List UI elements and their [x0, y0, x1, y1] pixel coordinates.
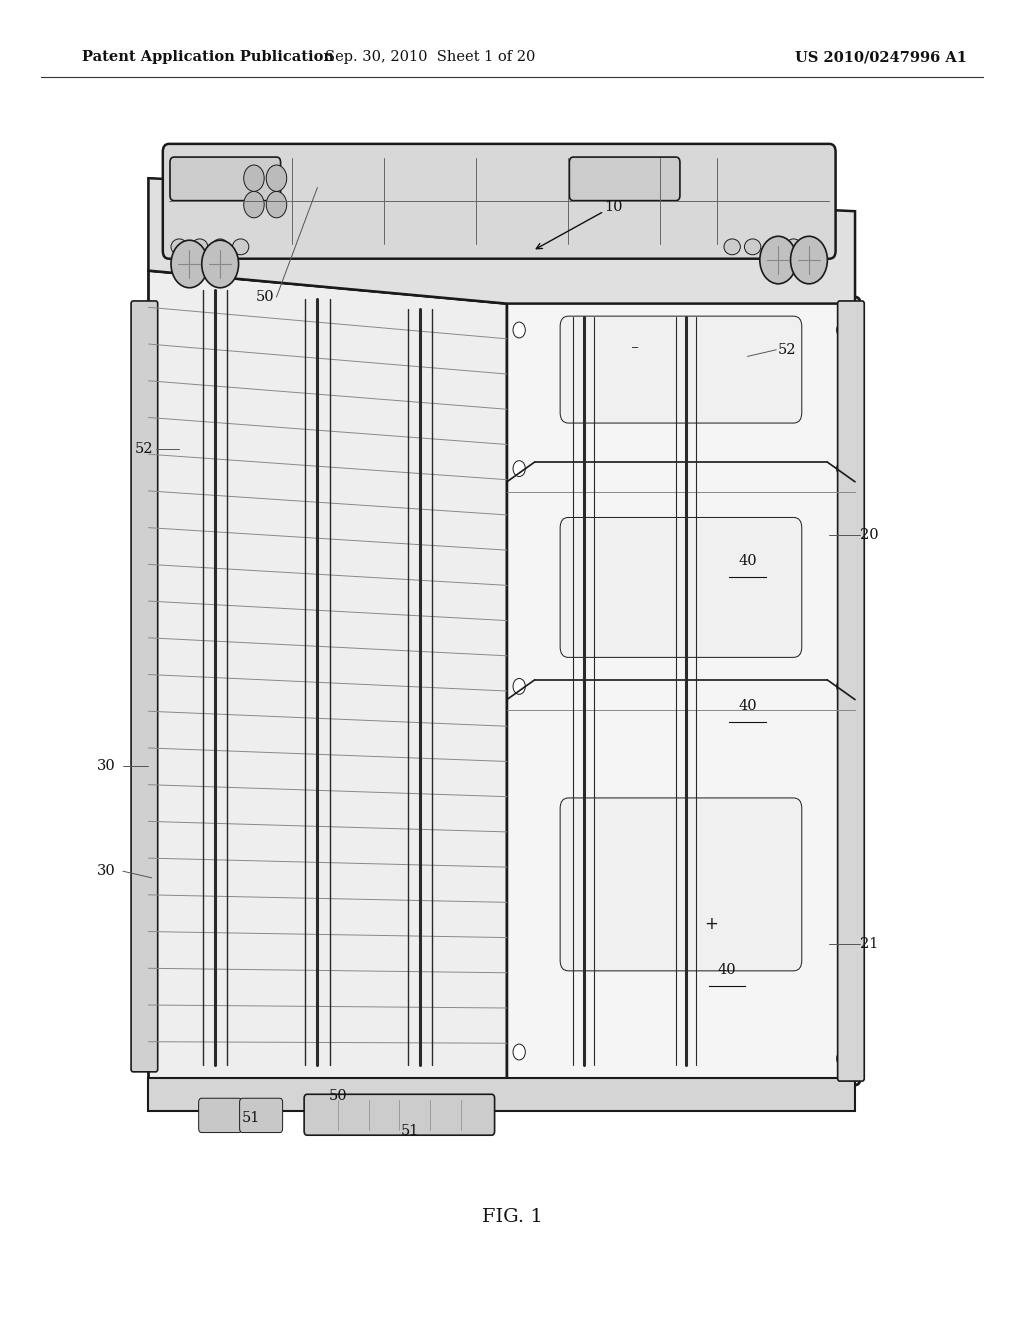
FancyBboxPatch shape	[419, 1098, 462, 1133]
Circle shape	[760, 236, 797, 284]
Circle shape	[513, 1044, 525, 1060]
Text: +: +	[705, 915, 719, 933]
Polygon shape	[148, 178, 507, 304]
Circle shape	[513, 461, 525, 477]
Circle shape	[838, 677, 852, 696]
Circle shape	[838, 677, 852, 696]
Text: 30: 30	[97, 759, 116, 772]
Circle shape	[838, 459, 852, 478]
Ellipse shape	[232, 239, 249, 255]
Text: 40: 40	[718, 964, 736, 977]
FancyBboxPatch shape	[304, 1094, 495, 1135]
Text: 20: 20	[860, 528, 879, 541]
Circle shape	[837, 1051, 849, 1067]
FancyBboxPatch shape	[327, 1098, 370, 1133]
Text: 51: 51	[242, 1111, 260, 1125]
Text: 40: 40	[738, 554, 757, 568]
FancyBboxPatch shape	[163, 144, 836, 259]
Text: 50: 50	[256, 290, 274, 304]
Circle shape	[244, 191, 264, 218]
Ellipse shape	[724, 239, 740, 255]
Circle shape	[837, 461, 849, 477]
Polygon shape	[148, 178, 855, 304]
FancyBboxPatch shape	[560, 317, 802, 422]
FancyBboxPatch shape	[502, 297, 860, 1085]
Text: 40: 40	[738, 700, 757, 713]
Circle shape	[791, 236, 827, 284]
FancyBboxPatch shape	[131, 301, 158, 1072]
Circle shape	[266, 191, 287, 218]
Circle shape	[838, 459, 852, 478]
Ellipse shape	[191, 239, 208, 255]
Circle shape	[266, 165, 287, 191]
FancyBboxPatch shape	[569, 157, 680, 201]
Text: 52: 52	[135, 442, 154, 455]
FancyBboxPatch shape	[838, 301, 864, 1081]
FancyBboxPatch shape	[170, 157, 281, 201]
Circle shape	[513, 678, 525, 694]
Circle shape	[202, 240, 239, 288]
FancyBboxPatch shape	[199, 1098, 242, 1133]
Circle shape	[837, 678, 849, 694]
Circle shape	[513, 322, 525, 338]
Polygon shape	[148, 271, 507, 1078]
Circle shape	[244, 165, 264, 191]
Text: 51: 51	[400, 1125, 419, 1138]
Polygon shape	[148, 1078, 855, 1111]
Text: 21: 21	[860, 937, 879, 950]
FancyBboxPatch shape	[378, 1098, 421, 1133]
Circle shape	[837, 322, 849, 338]
Text: FIG. 1: FIG. 1	[481, 1208, 543, 1226]
Ellipse shape	[785, 239, 802, 255]
Circle shape	[171, 240, 208, 288]
FancyBboxPatch shape	[560, 517, 802, 657]
Ellipse shape	[765, 239, 781, 255]
Text: 50: 50	[329, 1089, 347, 1102]
FancyBboxPatch shape	[240, 1098, 283, 1133]
Text: −: −	[631, 343, 639, 354]
Ellipse shape	[212, 239, 228, 255]
Text: 10: 10	[604, 201, 623, 214]
FancyBboxPatch shape	[560, 797, 802, 972]
Text: 52: 52	[778, 343, 797, 356]
Text: Patent Application Publication: Patent Application Publication	[82, 50, 334, 65]
Ellipse shape	[171, 239, 187, 255]
Ellipse shape	[744, 239, 761, 255]
Text: Sep. 30, 2010  Sheet 1 of 20: Sep. 30, 2010 Sheet 1 of 20	[325, 50, 536, 65]
Text: US 2010/0247996 A1: US 2010/0247996 A1	[795, 50, 967, 65]
Text: 30: 30	[97, 865, 116, 878]
